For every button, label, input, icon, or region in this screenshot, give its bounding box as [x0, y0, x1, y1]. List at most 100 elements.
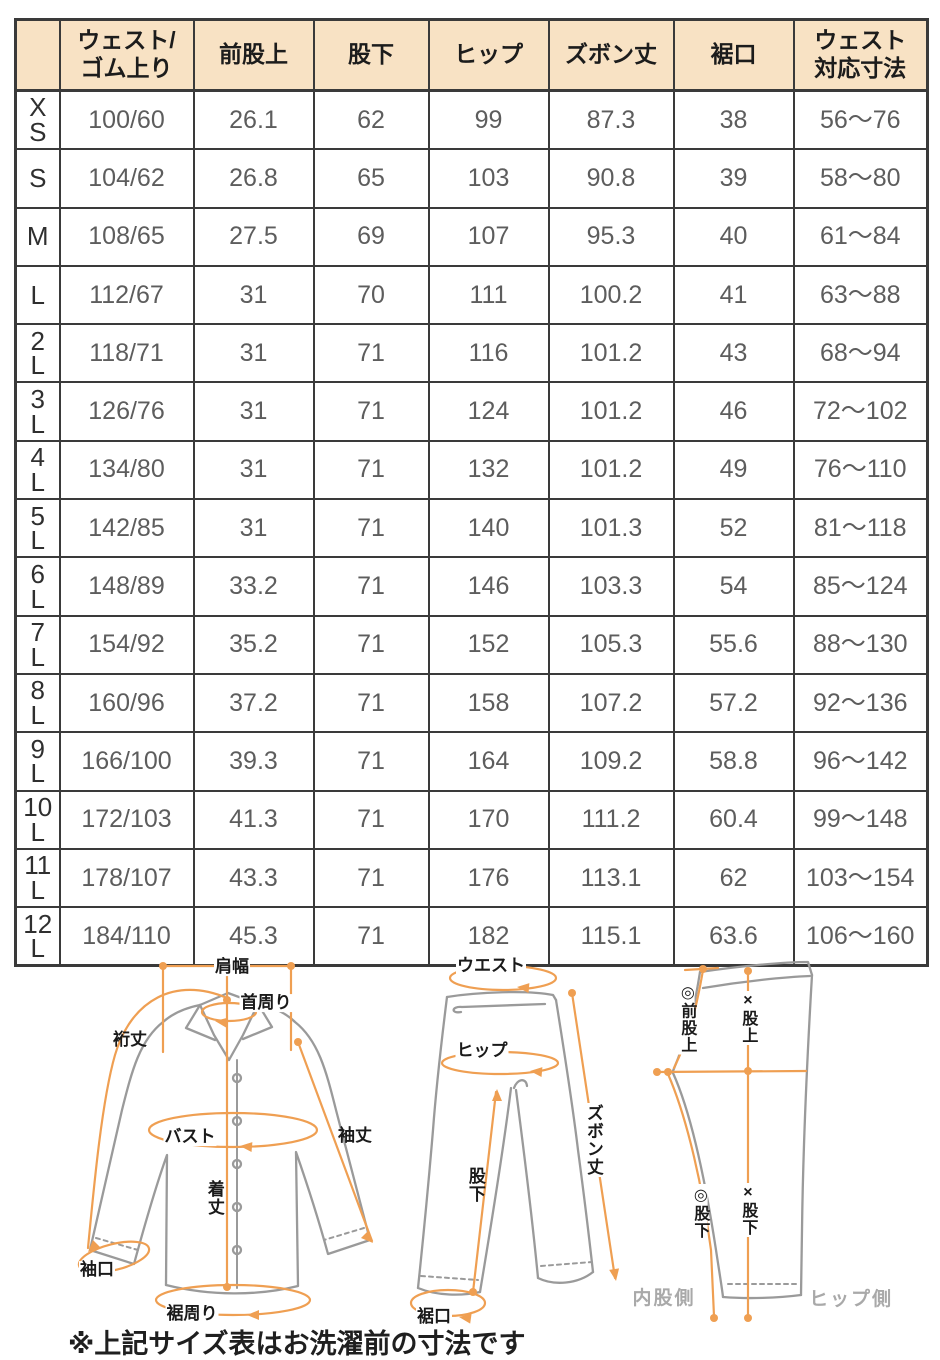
measurement-value: 62 [312, 89, 430, 151]
measurement-value: 33.2 [192, 556, 315, 617]
shoulder-width-label: 肩幅 [214, 957, 250, 977]
measurement-diagram: 肩幅 首周り 裄丈 バスト 着丈 袖丈 袖口 裾周り ウエスト ヒップ ズボン丈… [0, 940, 940, 1360]
measurement-value: 71 [312, 847, 430, 909]
measurement-value: 71 [312, 323, 430, 384]
measurement-value: 96～142 [792, 731, 929, 792]
measurement-value: 26.8 [192, 148, 315, 209]
measurement-value: 57.2 [672, 672, 795, 734]
measurement-value: 160/96 [58, 672, 195, 734]
size-table-header: ウェスト/ゴム上り 前股上 股下 ヒップ ズボン丈 裾口 ウェスト 対応寸法 [14, 18, 929, 92]
measurement-value: 62 [672, 847, 795, 909]
measurement-value: 43 [672, 323, 795, 384]
measurement-value: 49 [672, 439, 795, 501]
size-row-L: L 112/67 31 70 111 100.2 41 63～88 [14, 264, 929, 326]
size-row-2L: 2 L 118/71 31 71 116 101.2 43 68～94 [14, 323, 929, 384]
size-row-8L: 8 L 160/96 37.2 71 158 107.2 57.2 92～136 [14, 672, 929, 734]
size-row-5L: 5 L 142/85 31 71 140 101.3 52 81～118 [14, 498, 929, 559]
measurement-value: 55.6 [672, 614, 795, 675]
measurement-value: 182 [427, 906, 550, 967]
measurement-value: 71 [312, 672, 430, 734]
measurement-value: 148/89 [58, 556, 195, 617]
measurement-value: 109.2 [547, 731, 675, 792]
measurement-value: 88～130 [792, 614, 929, 675]
measurement-value: 27.5 [192, 206, 315, 267]
size-table-wrap: ウェスト/ゴム上り 前股上 股下 ヒップ ズボン丈 裾口 ウェスト 対応寸法 X S 100/60… [14, 18, 929, 968]
measurement-value: 43.3 [192, 847, 315, 909]
measurement-value: 113.1 [547, 847, 675, 909]
sleeve-length-label: 袖丈 [338, 1126, 372, 1146]
column-header-3: 股下 [312, 18, 430, 92]
measurement-value: 60.4 [672, 789, 795, 850]
size-row-3L: 3 L 126/76 31 71 124 101.2 46 72～102 [14, 381, 929, 442]
measurement-value: 99 [427, 89, 550, 151]
measurement-value: 31 [192, 323, 315, 384]
inner-thigh-side-label: 内股側 [632, 1288, 696, 1310]
measurement-value: 35.2 [192, 614, 315, 675]
pajama-top-annotations [77, 964, 374, 1317]
measurement-value: 61～84 [792, 206, 929, 267]
measurement-value: 107 [427, 206, 550, 267]
size-label: S [14, 148, 61, 209]
measurement-value: 103～154 [792, 847, 929, 909]
inseam-marked-label: ◎股下 [690, 1184, 709, 1240]
size-row-XS: X S 100/60 26.1 62 99 87.3 38 56～76 [14, 89, 929, 151]
measurement-value: 52 [672, 498, 795, 559]
measurement-value: 170 [427, 789, 550, 850]
size-label: 12 L [14, 906, 61, 967]
measurement-value: 140 [427, 498, 550, 559]
measurement-value: 99～148 [792, 789, 929, 850]
size-row-9L: 9 L 166/100 39.3 71 164 109.2 58.8 96～142 [14, 731, 929, 792]
measurement-value: 71 [312, 614, 430, 675]
measurement-value: 56～76 [792, 89, 929, 151]
waist-label: ウエスト [456, 956, 526, 976]
measurement-value: 41 [672, 264, 795, 326]
measurement-value: 58～80 [792, 148, 929, 209]
column-header-5: ズボン丈 [547, 18, 675, 92]
size-row-M: M 108/65 27.5 69 107 95.3 40 61～84 [14, 206, 929, 267]
measurement-value: 166/100 [58, 731, 195, 792]
measurement-value: 90.8 [547, 148, 675, 209]
column-header-7: ウェスト 対応寸法 [792, 18, 929, 92]
measurement-value: 31 [192, 264, 315, 326]
measurement-value: 105.3 [547, 614, 675, 675]
measurement-value: 132 [427, 439, 550, 501]
pants-front-annotation-markers [459, 983, 620, 1324]
measurement-value: 40 [672, 206, 795, 267]
size-row-7L: 7 L 154/92 35.2 71 152 105.3 55.6 88～130 [14, 614, 929, 675]
pants-side-annotation-markers [653, 965, 752, 1322]
measurement-value: 31 [192, 381, 315, 442]
measurement-value: 101.3 [547, 498, 675, 559]
front-rise-label: ◎前股上 [677, 981, 696, 1055]
measurement-value: 26.1 [192, 89, 315, 151]
measurement-value: 101.2 [547, 439, 675, 501]
measurement-value: 164 [427, 731, 550, 792]
measurement-value: 106～160 [792, 906, 929, 967]
measurement-value: 116 [427, 323, 550, 384]
measurement-value: 104/62 [58, 148, 195, 209]
rise-label: ×股上 [738, 991, 757, 1045]
measurement-value: 101.2 [547, 381, 675, 442]
size-label: M [14, 206, 61, 267]
measurement-value: 142/85 [58, 498, 195, 559]
hip-label: ヒップ [455, 1041, 509, 1061]
measurement-value: 54 [672, 556, 795, 617]
hem-circumference-label: 裾周り [165, 1304, 219, 1324]
measurement-value: 71 [312, 789, 430, 850]
diagram-drawing [77, 960, 814, 1324]
measurement-value: 115.1 [547, 906, 675, 967]
inseam-label: 股下 [465, 1167, 485, 1203]
size-row-S: S 104/62 26.8 65 103 90.8 39 58～80 [14, 148, 929, 209]
pants-front-outline-drawing [416, 990, 595, 1296]
column-header-2: 前股上 [192, 18, 315, 92]
measurement-value: 39 [672, 148, 795, 209]
measurement-value: 111.2 [547, 789, 675, 850]
measurement-value: 152 [427, 614, 550, 675]
measurement-value: 63.6 [672, 906, 795, 967]
measurement-value: 72～102 [792, 381, 929, 442]
pants-length-label: ズボン丈 [583, 1103, 603, 1177]
